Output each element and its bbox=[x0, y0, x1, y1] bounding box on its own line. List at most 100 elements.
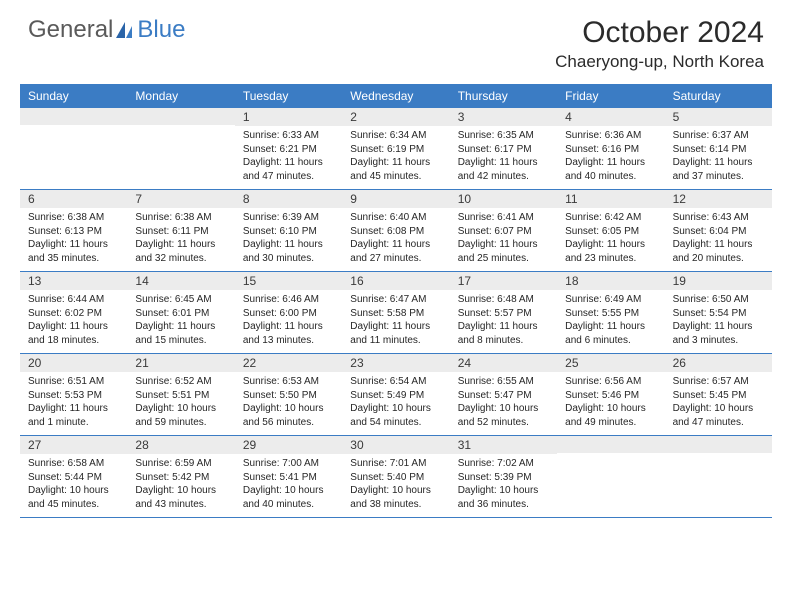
day-number bbox=[127, 108, 234, 125]
sunset-text: Sunset: 5:50 PM bbox=[243, 389, 334, 403]
sunset-text: Sunset: 6:00 PM bbox=[243, 307, 334, 321]
daylight-text: Daylight: 10 hours and 36 minutes. bbox=[458, 484, 549, 511]
day-body: Sunrise: 6:47 AMSunset: 5:58 PMDaylight:… bbox=[342, 290, 449, 353]
sunset-text: Sunset: 6:16 PM bbox=[565, 143, 656, 157]
daylight-text: Daylight: 11 hours and 23 minutes. bbox=[565, 238, 656, 265]
day-body: Sunrise: 6:56 AMSunset: 5:46 PMDaylight:… bbox=[557, 372, 664, 435]
day-body: Sunrise: 6:49 AMSunset: 5:55 PMDaylight:… bbox=[557, 290, 664, 353]
sunrise-text: Sunrise: 6:50 AM bbox=[673, 293, 764, 307]
calendar: SundayMondayTuesdayWednesdayThursdayFrid… bbox=[20, 84, 772, 518]
daylight-text: Daylight: 11 hours and 42 minutes. bbox=[458, 156, 549, 183]
day-body: Sunrise: 6:42 AMSunset: 6:05 PMDaylight:… bbox=[557, 208, 664, 271]
title-block: October 2024 Chaeryong-up, North Korea bbox=[555, 16, 764, 72]
calendar-day bbox=[20, 108, 127, 189]
header: General Blue October 2024 Chaeryong-up, … bbox=[0, 0, 792, 76]
sunset-text: Sunset: 6:13 PM bbox=[28, 225, 119, 239]
daylight-text: Daylight: 11 hours and 11 minutes. bbox=[350, 320, 441, 347]
calendar-week: 6Sunrise: 6:38 AMSunset: 6:13 PMDaylight… bbox=[20, 190, 772, 272]
sunrise-text: Sunrise: 6:34 AM bbox=[350, 129, 441, 143]
calendar-week: 13Sunrise: 6:44 AMSunset: 6:02 PMDayligh… bbox=[20, 272, 772, 354]
calendar-day: 29Sunrise: 7:00 AMSunset: 5:41 PMDayligh… bbox=[235, 436, 342, 517]
sunrise-text: Sunrise: 6:58 AM bbox=[28, 457, 119, 471]
day-number: 9 bbox=[342, 190, 449, 208]
sunset-text: Sunset: 5:47 PM bbox=[458, 389, 549, 403]
sunset-text: Sunset: 6:05 PM bbox=[565, 225, 656, 239]
day-body: Sunrise: 6:44 AMSunset: 6:02 PMDaylight:… bbox=[20, 290, 127, 353]
sunset-text: Sunset: 5:42 PM bbox=[135, 471, 226, 485]
weekday-header: Thursday bbox=[450, 84, 557, 108]
sunrise-text: Sunrise: 6:40 AM bbox=[350, 211, 441, 225]
day-number: 23 bbox=[342, 354, 449, 372]
day-body: Sunrise: 6:39 AMSunset: 6:10 PMDaylight:… bbox=[235, 208, 342, 271]
day-body: Sunrise: 6:51 AMSunset: 5:53 PMDaylight:… bbox=[20, 372, 127, 435]
day-body: Sunrise: 7:02 AMSunset: 5:39 PMDaylight:… bbox=[450, 454, 557, 517]
calendar-week: 1Sunrise: 6:33 AMSunset: 6:21 PMDaylight… bbox=[20, 108, 772, 190]
daylight-text: Daylight: 11 hours and 27 minutes. bbox=[350, 238, 441, 265]
day-body: Sunrise: 6:38 AMSunset: 6:13 PMDaylight:… bbox=[20, 208, 127, 271]
daylight-text: Daylight: 11 hours and 47 minutes. bbox=[243, 156, 334, 183]
calendar-day: 30Sunrise: 7:01 AMSunset: 5:40 PMDayligh… bbox=[342, 436, 449, 517]
sunrise-text: Sunrise: 6:46 AM bbox=[243, 293, 334, 307]
day-number: 17 bbox=[450, 272, 557, 290]
daylight-text: Daylight: 10 hours and 45 minutes. bbox=[28, 484, 119, 511]
sunset-text: Sunset: 6:17 PM bbox=[458, 143, 549, 157]
sunset-text: Sunset: 6:02 PM bbox=[28, 307, 119, 321]
day-number: 14 bbox=[127, 272, 234, 290]
daylight-text: Daylight: 11 hours and 40 minutes. bbox=[565, 156, 656, 183]
calendar-day bbox=[557, 436, 664, 517]
sunrise-text: Sunrise: 7:01 AM bbox=[350, 457, 441, 471]
logo-sail-icon bbox=[114, 20, 136, 40]
sunrise-text: Sunrise: 6:48 AM bbox=[458, 293, 549, 307]
day-body: Sunrise: 7:00 AMSunset: 5:41 PMDaylight:… bbox=[235, 454, 342, 517]
day-number: 22 bbox=[235, 354, 342, 372]
sunrise-text: Sunrise: 6:47 AM bbox=[350, 293, 441, 307]
sunset-text: Sunset: 6:10 PM bbox=[243, 225, 334, 239]
day-number: 8 bbox=[235, 190, 342, 208]
day-number: 19 bbox=[665, 272, 772, 290]
sunset-text: Sunset: 5:45 PM bbox=[673, 389, 764, 403]
daylight-text: Daylight: 10 hours and 47 minutes. bbox=[673, 402, 764, 429]
daylight-text: Daylight: 10 hours and 59 minutes. bbox=[135, 402, 226, 429]
day-number bbox=[557, 436, 664, 453]
day-body: Sunrise: 7:01 AMSunset: 5:40 PMDaylight:… bbox=[342, 454, 449, 517]
calendar-day: 14Sunrise: 6:45 AMSunset: 6:01 PMDayligh… bbox=[127, 272, 234, 353]
day-body: Sunrise: 6:34 AMSunset: 6:19 PMDaylight:… bbox=[342, 126, 449, 189]
month-title: October 2024 bbox=[555, 16, 764, 50]
sunrise-text: Sunrise: 6:42 AM bbox=[565, 211, 656, 225]
sunrise-text: Sunrise: 6:36 AM bbox=[565, 129, 656, 143]
day-number: 26 bbox=[665, 354, 772, 372]
sunset-text: Sunset: 6:07 PM bbox=[458, 225, 549, 239]
sunset-text: Sunset: 5:46 PM bbox=[565, 389, 656, 403]
day-number: 24 bbox=[450, 354, 557, 372]
daylight-text: Daylight: 11 hours and 20 minutes. bbox=[673, 238, 764, 265]
day-number: 20 bbox=[20, 354, 127, 372]
day-number: 11 bbox=[557, 190, 664, 208]
day-number: 16 bbox=[342, 272, 449, 290]
calendar-day: 31Sunrise: 7:02 AMSunset: 5:39 PMDayligh… bbox=[450, 436, 557, 517]
calendar-day: 20Sunrise: 6:51 AMSunset: 5:53 PMDayligh… bbox=[20, 354, 127, 435]
day-body: Sunrise: 6:38 AMSunset: 6:11 PMDaylight:… bbox=[127, 208, 234, 271]
calendar-day: 23Sunrise: 6:54 AMSunset: 5:49 PMDayligh… bbox=[342, 354, 449, 435]
daylight-text: Daylight: 11 hours and 15 minutes. bbox=[135, 320, 226, 347]
calendar-weeks: 1Sunrise: 6:33 AMSunset: 6:21 PMDaylight… bbox=[20, 108, 772, 518]
day-number: 30 bbox=[342, 436, 449, 454]
day-number: 25 bbox=[557, 354, 664, 372]
sunset-text: Sunset: 6:01 PM bbox=[135, 307, 226, 321]
sunset-text: Sunset: 5:57 PM bbox=[458, 307, 549, 321]
daylight-text: Daylight: 11 hours and 30 minutes. bbox=[243, 238, 334, 265]
day-body: Sunrise: 6:55 AMSunset: 5:47 PMDaylight:… bbox=[450, 372, 557, 435]
day-number: 13 bbox=[20, 272, 127, 290]
daylight-text: Daylight: 11 hours and 45 minutes. bbox=[350, 156, 441, 183]
sunrise-text: Sunrise: 6:37 AM bbox=[673, 129, 764, 143]
day-number: 2 bbox=[342, 108, 449, 126]
day-number: 29 bbox=[235, 436, 342, 454]
sunrise-text: Sunrise: 7:02 AM bbox=[458, 457, 549, 471]
calendar-day: 9Sunrise: 6:40 AMSunset: 6:08 PMDaylight… bbox=[342, 190, 449, 271]
sunrise-text: Sunrise: 6:54 AM bbox=[350, 375, 441, 389]
daylight-text: Daylight: 10 hours and 40 minutes. bbox=[243, 484, 334, 511]
sunset-text: Sunset: 6:11 PM bbox=[135, 225, 226, 239]
sunrise-text: Sunrise: 7:00 AM bbox=[243, 457, 334, 471]
calendar-day: 6Sunrise: 6:38 AMSunset: 6:13 PMDaylight… bbox=[20, 190, 127, 271]
day-number: 28 bbox=[127, 436, 234, 454]
day-body bbox=[20, 125, 127, 183]
